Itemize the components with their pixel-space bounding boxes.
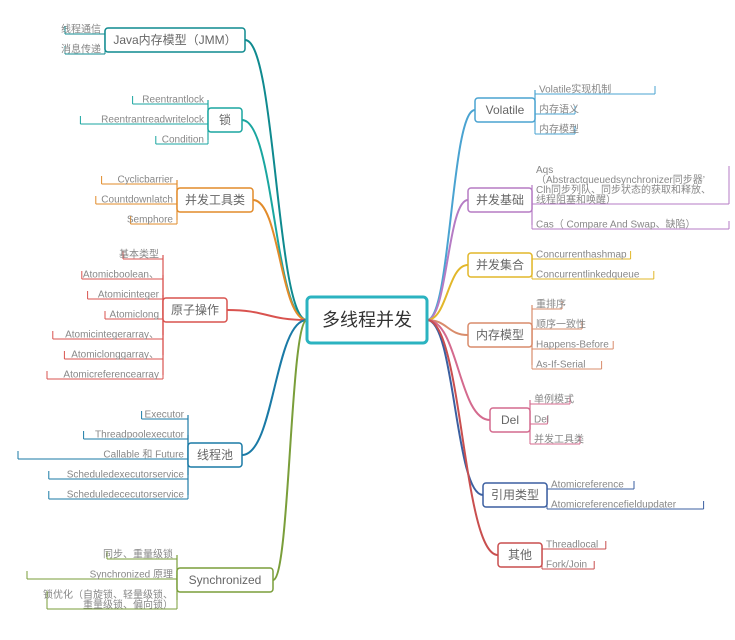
center-label: 多线程并发 — [322, 310, 412, 330]
node-util-label: 并发工具类 — [185, 192, 245, 207]
center-node: 多线程并发 — [307, 297, 427, 343]
leaf-atomic-0: 基本类型 — [119, 248, 159, 261]
leaf-coll-1: Concurrentlinkedqueue — [536, 270, 640, 281]
node-del-label: Del — [501, 413, 519, 427]
leaf-sync-1: Synchronized 原理 — [90, 569, 173, 581]
node-base-label: 并发基础 — [476, 192, 524, 207]
node-ref-label: 引用类型 — [491, 488, 539, 502]
leaf-sync-2: 锁优化（自旋锁、轻量级锁、重量级锁、偏向锁） — [43, 588, 173, 611]
leaf-pool-4: Scheduledececutorservice — [67, 490, 185, 501]
branch-coll — [427, 265, 468, 320]
branch-volatile — [427, 110, 475, 320]
leaf-jmm-0: 线程通信 — [61, 23, 101, 36]
node-volatile-label: Volatile — [486, 103, 525, 117]
branch-base — [427, 200, 468, 320]
leaf-mem-0: 重排序 — [536, 298, 566, 311]
leaf-lock-0: Reentrantlock — [142, 95, 205, 106]
leaf-lock-1: Reentrantreadwritelock — [101, 115, 205, 126]
leaf-pool-2: Callable 和 Future — [103, 449, 184, 461]
leaf-del-0: 单例模式 — [534, 393, 574, 406]
leaf-other-1: Fork/Join — [546, 560, 587, 571]
leaf-volatile-1: 内存语义 — [539, 103, 579, 116]
leaf-mem-3: As-If-Serial — [536, 360, 585, 371]
node-other-label: 其他 — [508, 548, 532, 562]
branch-jmm — [245, 40, 307, 320]
leaf-util-0: Cyclicbarrier — [117, 175, 173, 186]
leaf-base-1: Cas（ Compare And Swap、缺陷） — [536, 218, 696, 231]
leaf-atomic-3: Atomiclong — [110, 310, 159, 321]
node-mem-label: 内存模型 — [476, 328, 524, 342]
leaf-lock-2: Condition — [162, 135, 204, 146]
leaf-atomic-1: Atomicboolean、 — [83, 270, 159, 281]
leaf-base-0: Aqs（Abstractqueuedsynchronizer同步器’Clh同步列… — [536, 165, 711, 206]
leaf-atomic-2: Atomicinteger — [98, 290, 160, 301]
leaf-atomic-6: Atomicreferencearray — [63, 370, 159, 381]
leaf-ref-0: Atomicreference — [551, 480, 624, 491]
leaf-atomic-5: Atomiclonggarray、 — [71, 350, 159, 361]
leaf-mem-1: 顺序一致性 — [536, 318, 586, 331]
branch-lock — [242, 120, 307, 320]
leaf-del-1: Del — [534, 415, 549, 426]
node-lock-label: 锁 — [219, 112, 231, 127]
leaf-pool-3: Scheduledexecutorservice — [67, 470, 185, 481]
branch-other — [427, 320, 498, 555]
mindmap-canvas: 线程通信消息传递 Reentrantlock Reentrantreadwritel… — [0, 0, 735, 640]
node-sync-label: Synchronized — [189, 573, 262, 587]
node-coll-label: 并发集合 — [476, 257, 524, 272]
leaf-util-2: Semphore — [127, 215, 174, 226]
node-pool-label: 线程池 — [197, 447, 233, 462]
leaf-del-2: 并发工具类 — [534, 433, 584, 446]
leaf-pool-1: Threadpoolexecutor — [95, 430, 185, 441]
leaf-jmm-1: 消息传递 — [61, 43, 101, 56]
leaf-coll-0: Concurrenthashmap — [536, 250, 627, 261]
leaf-other-0: Threadlocal — [546, 540, 598, 551]
node-jmm-label: Java内存模型（JMM） — [113, 33, 236, 47]
node-atomic-label: 原子操作 — [171, 302, 219, 317]
leaf-util-1: Countdownlatch — [101, 195, 173, 206]
leaf-sync-0: 同步、重量级锁 — [103, 548, 173, 561]
branch-sync — [273, 320, 307, 580]
leaf-pool-0: Executor — [145, 410, 185, 421]
leaf-volatile-0: Volatile实现机制 — [539, 83, 611, 96]
leaf-ref-1: Atomicreferencefieldupdater — [551, 500, 677, 511]
leaf-volatile-2: 内存模型 — [539, 123, 579, 136]
leaf-mem-2: Happens-Before — [536, 340, 609, 351]
leaf-atomic-4: Atomicintegerarray、 — [65, 330, 159, 341]
branch-pool — [242, 320, 307, 455]
